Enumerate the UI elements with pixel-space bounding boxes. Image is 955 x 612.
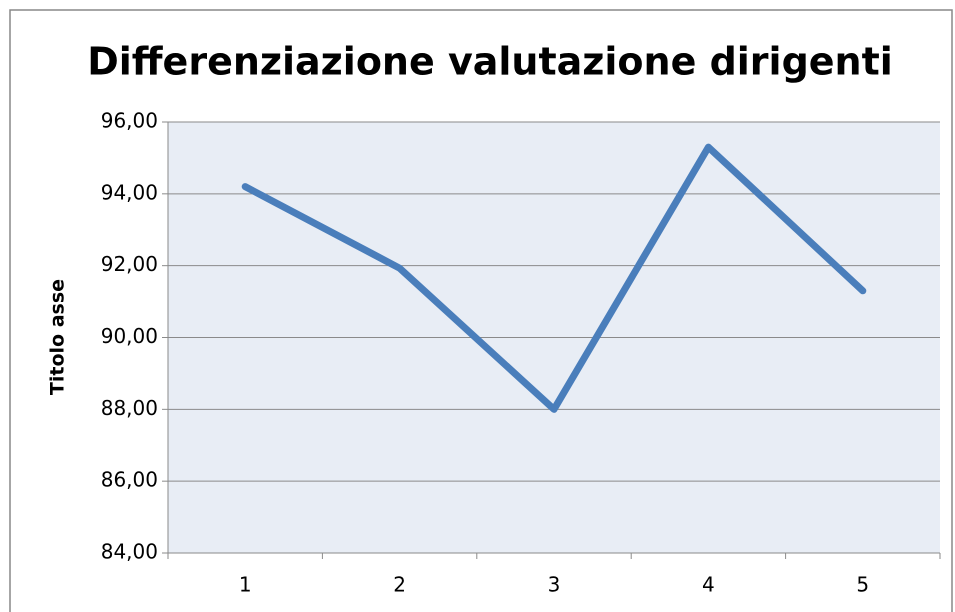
- x-tick-label: 3: [548, 573, 561, 597]
- x-tick-label: 1: [239, 573, 252, 597]
- y-tick-label: 88,00: [101, 396, 158, 420]
- y-tick-label: 92,00: [101, 252, 158, 276]
- y-tick-label: 96,00: [101, 109, 158, 133]
- data-line: [241, 143, 867, 413]
- y-tick-label: 86,00: [101, 468, 158, 492]
- y-tick-label: 90,00: [101, 324, 158, 348]
- y-tick-label: 84,00: [101, 540, 158, 564]
- x-tick-label: 2: [393, 573, 406, 597]
- y-axis-label: Titolo asse: [47, 279, 69, 395]
- x-tick-label: 5: [856, 573, 869, 597]
- chart-title: Differenziazione valutazione dirigenti: [87, 40, 893, 84]
- y-tick-label: 94,00: [101, 180, 158, 204]
- x-tick-label: 4: [702, 573, 715, 597]
